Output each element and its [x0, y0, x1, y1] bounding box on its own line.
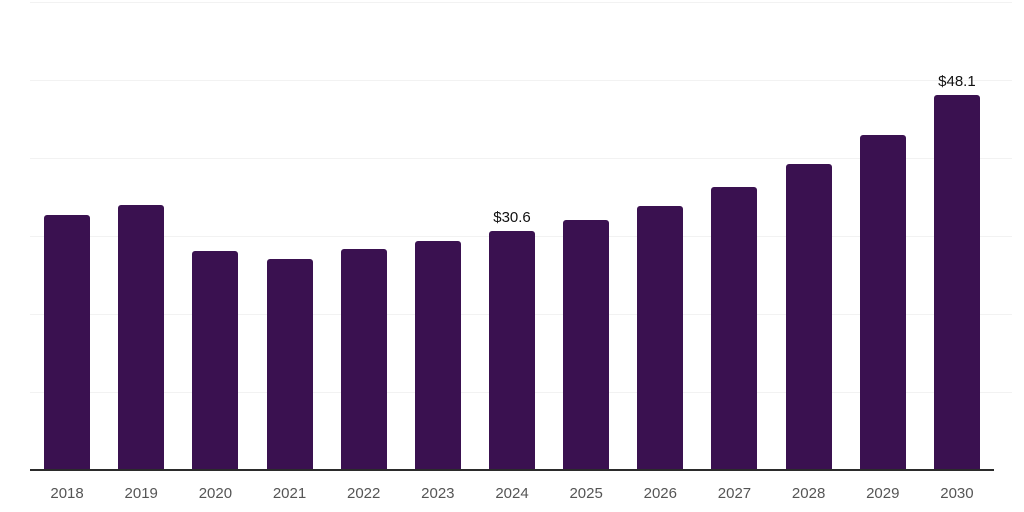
x-tick-label-2020: 2020: [198, 485, 233, 502]
x-tick-label-2028: 2028: [791, 485, 826, 502]
x-axis: 2018 2019 2020 2021 2022 2023 2024 2025 2026 2027…: [30, 485, 994, 505]
x-tick-label-2024: 2024: [495, 485, 529, 502]
x-tick-label-2019: 2019: [124, 485, 158, 502]
bar-2030: [933, 94, 980, 470]
x-tick-label-2026: 2026: [643, 485, 677, 502]
plot-area: $30.6 $48.1: [30, 2, 994, 470]
gridline: [30, 80, 1012, 81]
bar-2029: [859, 135, 906, 470]
bar-2028: [785, 164, 832, 470]
x-tick-label-2021: 2021: [272, 485, 307, 502]
bar-2027: [711, 186, 758, 470]
bar-2023: [414, 240, 461, 470]
x-tick-label-2022: 2022: [347, 485, 381, 502]
gridline: [30, 2, 1012, 3]
x-tick-label-2027: 2027: [717, 485, 752, 502]
bar-2021: [266, 258, 313, 470]
bar-2024: [489, 231, 535, 470]
gridline: [30, 158, 1012, 159]
bar-2020: [192, 250, 239, 470]
bar-2026: [637, 205, 684, 470]
bar-value-label-2030: $48.1: [938, 72, 976, 90]
bar-2022: [340, 249, 387, 470]
bar-2025: [563, 220, 610, 470]
bar-value-label-2024: $30.6: [493, 209, 531, 227]
x-tick-label-2018: 2018: [50, 485, 84, 502]
x-tick-label-2029: 2029: [866, 485, 900, 502]
bar-2019: [118, 204, 165, 470]
x-axis-line: [30, 469, 994, 471]
x-tick-label-2030: 2030: [940, 485, 974, 502]
x-tick-label-2023: 2023: [421, 485, 455, 502]
x-tick-label-2025: 2025: [569, 485, 603, 502]
bar-2018: [44, 214, 91, 470]
